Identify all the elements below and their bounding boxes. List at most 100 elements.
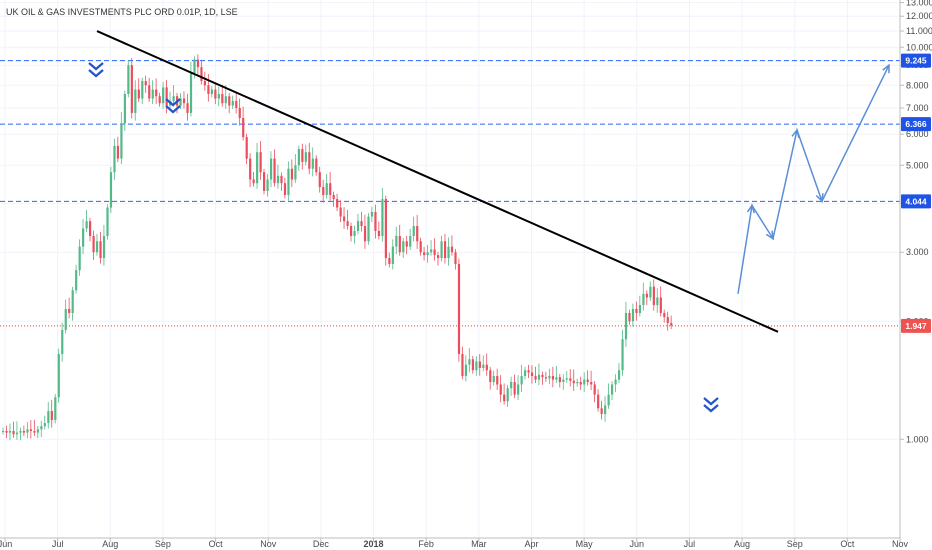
projection-arrowhead <box>791 128 800 138</box>
candle-body <box>374 211 377 231</box>
candle-body <box>85 221 88 229</box>
y-tick-label: 13.000 <box>906 0 932 8</box>
candle-body <box>106 207 109 237</box>
candle-body <box>322 187 325 195</box>
candle-body <box>659 297 662 313</box>
candle-body <box>412 226 415 237</box>
candle-body <box>638 305 642 313</box>
candle-body <box>663 312 666 318</box>
candle-body <box>513 382 516 395</box>
candle-body <box>388 258 391 264</box>
candle-body <box>179 98 182 106</box>
trendline <box>96 30 779 333</box>
double-chevron-down-icon <box>703 404 719 413</box>
candle-body <box>450 246 454 253</box>
candle-body <box>670 322 673 326</box>
candle-body <box>26 429 29 433</box>
candle-body <box>492 376 495 383</box>
candle-body <box>586 379 589 383</box>
y-tick-label: 1.000 <box>906 434 929 444</box>
candle-body <box>54 397 57 420</box>
candle-body <box>527 370 530 373</box>
x-tick-label: Nov <box>892 539 909 549</box>
x-tick-label: May <box>576 539 594 549</box>
candle-body <box>235 100 238 108</box>
candle-body <box>123 93 126 124</box>
candle-body <box>186 103 189 113</box>
candle-body <box>287 168 290 195</box>
candle-body <box>433 249 436 256</box>
candle-body <box>238 107 241 119</box>
x-tick-label: Mar <box>471 539 487 549</box>
candle-body <box>120 123 123 159</box>
candle-body <box>36 429 39 433</box>
candle-body <box>89 221 92 237</box>
candle-body <box>593 384 596 395</box>
y-tick-label: 8.000 <box>906 80 929 90</box>
candle-body <box>384 199 387 259</box>
candle-body <box>395 236 398 247</box>
candle-body <box>224 96 227 104</box>
candle-body <box>343 216 346 222</box>
candle-body <box>144 81 147 86</box>
candle-body <box>336 199 339 208</box>
candle-body <box>78 246 81 271</box>
level-badge-label: 6.366 <box>905 119 927 129</box>
grid-layer <box>0 0 901 538</box>
y-tick-label: 7.000 <box>906 103 929 113</box>
candle-body <box>628 312 631 322</box>
candle-body <box>158 96 161 104</box>
candle-body <box>617 370 621 380</box>
time-axis[interactable]: Jun Jul Aug Sep Oct Nov Dec 2018 Feb Mar Apr May Jun… <box>0 538 908 549</box>
candle-body <box>203 81 207 86</box>
candle-body <box>280 175 283 184</box>
candle-body <box>454 252 457 264</box>
current-price-label: 1.947 <box>905 321 927 331</box>
chart-title: UK OIL & GAS INVESTMENTS PLC ORD 0.01P, … <box>6 7 238 17</box>
candle-body <box>416 226 419 242</box>
candle-body <box>475 361 478 371</box>
candle-body <box>461 354 464 377</box>
candle-body <box>367 216 370 242</box>
candle-body <box>172 96 175 101</box>
x-tick-label: Jun <box>630 539 645 549</box>
candle-body <box>419 241 422 253</box>
x-tick-label: Jun <box>0 539 12 549</box>
candle-body <box>517 384 520 395</box>
y-tick-label: 10.000 <box>906 42 932 52</box>
candle-body <box>377 230 381 237</box>
y-tick-label: 12.000 <box>906 11 932 21</box>
x-tick-label: Sep <box>787 539 803 549</box>
candle-body <box>468 359 471 365</box>
candle-body <box>520 376 523 385</box>
candle-body <box>245 137 248 159</box>
candle-body <box>217 93 220 99</box>
candle-body <box>510 382 513 389</box>
drawings-layer <box>88 30 890 413</box>
candle-body <box>391 246 394 264</box>
candle-body <box>61 330 64 355</box>
candle-body <box>5 430 8 433</box>
horizontal-levels <box>0 60 900 327</box>
candle-body <box>624 312 628 340</box>
candle-body <box>604 405 607 415</box>
level-badge-label: 9.245 <box>905 56 927 66</box>
candle-body <box>137 89 140 99</box>
candle-body <box>141 81 144 99</box>
candle-body <box>301 149 304 162</box>
candle-body <box>548 376 551 379</box>
candle-body <box>645 293 648 298</box>
double-chevron-down-icon <box>165 105 181 114</box>
y-tick-label: 6.000 <box>906 129 929 139</box>
candle-body <box>294 165 297 180</box>
candle-body <box>189 72 193 113</box>
candle-body <box>2 430 5 432</box>
y-tick-label: 5.000 <box>906 160 929 170</box>
candle-body <box>283 183 287 195</box>
x-tick-label: Sep <box>155 539 171 549</box>
x-tick-label: Feb <box>418 539 434 549</box>
candle-body <box>329 183 332 195</box>
candle-body <box>537 374 541 380</box>
